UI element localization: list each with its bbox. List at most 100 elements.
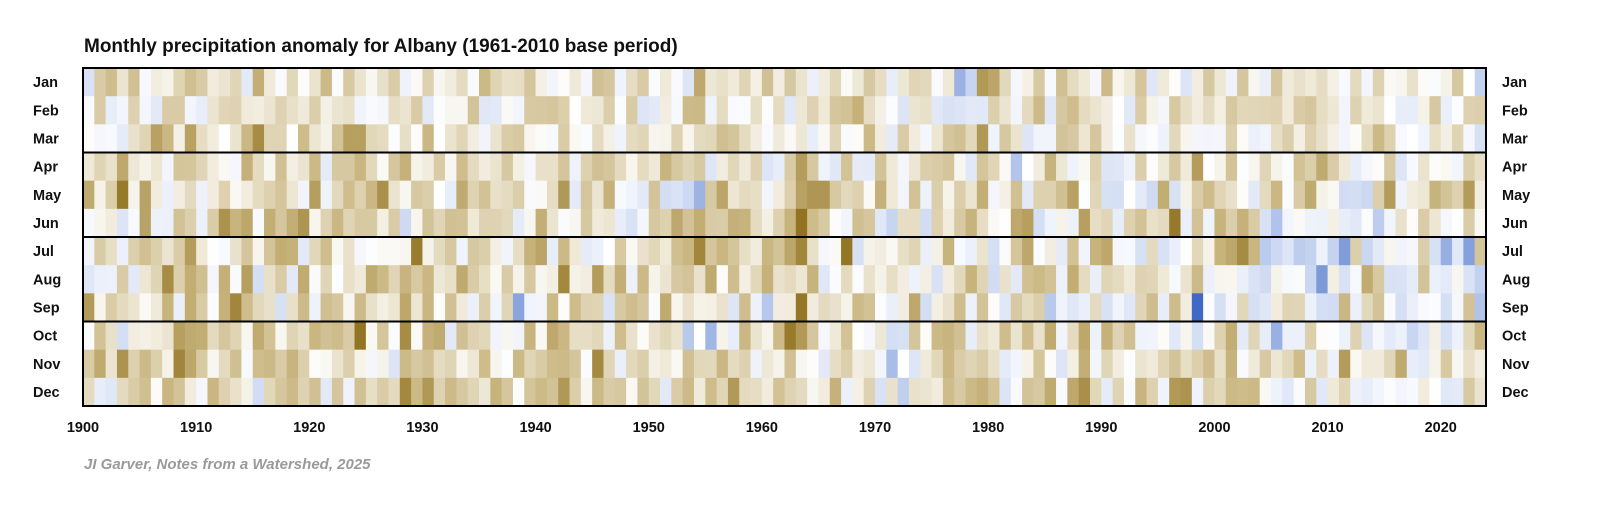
heatmap-cell-apr-1956 xyxy=(716,152,729,182)
heatmap-cell-aug-1943 xyxy=(569,265,582,294)
heatmap-cell-oct-2006 xyxy=(1282,321,1295,351)
heatmap-cell-oct-1908 xyxy=(173,321,186,351)
heatmap-cell-jun-1951 xyxy=(660,208,672,238)
heatmap-cell-jan-1920 xyxy=(309,68,321,97)
heatmap-cell-dec-1903 xyxy=(116,377,129,407)
heatmap-cell-oct-1928 xyxy=(399,321,412,351)
heatmap-cell-apr-2023 xyxy=(1474,152,1487,182)
heatmap-cell-feb-1940 xyxy=(535,96,548,125)
heatmap-cell-dec-1995 xyxy=(1157,377,1170,407)
heatmap-cell-apr-1960 xyxy=(761,152,774,182)
heatmap-cell-oct-1996 xyxy=(1169,321,1181,351)
heatmap-cell-nov-1967 xyxy=(841,349,853,379)
heatmap-cell-jan-1997 xyxy=(1180,68,1193,97)
heatmap-cell-may-1980 xyxy=(988,180,1000,210)
heatmap-cell-nov-2002 xyxy=(1237,349,1249,379)
heatmap-cell-oct-1969 xyxy=(863,321,876,351)
heatmap-cell-sep-1972 xyxy=(897,293,910,322)
heatmap-cell-aug-1977 xyxy=(954,265,966,294)
heatmap-cell-apr-1967 xyxy=(841,152,853,182)
heatmap-cell-may-1986 xyxy=(1056,180,1068,210)
heatmap-cell-aug-2010 xyxy=(1327,265,1340,294)
heatmap-cell-feb-1905 xyxy=(139,96,152,125)
heatmap-cell-jun-1941 xyxy=(546,208,559,238)
heatmap-cell-nov-2023 xyxy=(1474,349,1487,379)
heatmap-cell-oct-1946 xyxy=(603,321,616,351)
heatmap-cell-sep-1928 xyxy=(399,293,412,322)
heatmap-cell-oct-1986 xyxy=(1056,321,1068,351)
heatmap-cell-sep-1998 xyxy=(1191,293,1204,322)
heatmap-cell-oct-1948 xyxy=(626,321,638,351)
heatmap-cell-mar-1930 xyxy=(422,124,435,153)
heatmap-cell-aug-2002 xyxy=(1237,265,1249,294)
heatmap-cell-sep-1956 xyxy=(716,293,729,322)
heatmap-cell-sep-2004 xyxy=(1259,293,1272,322)
heatmap-cell-sep-1936 xyxy=(490,293,503,322)
heatmap-cell-jun-1906 xyxy=(150,208,163,238)
heatmap-cell-oct-1963 xyxy=(795,321,808,351)
heatmap-cell-may-1907 xyxy=(162,180,174,210)
heatmap-cell-feb-2007 xyxy=(1293,96,1306,125)
heatmap-cell-jun-1931 xyxy=(433,208,446,238)
heatmap-cell-feb-1943 xyxy=(569,96,582,125)
heatmap-cell-jan-1928 xyxy=(399,68,412,97)
heatmap-cell-apr-1935 xyxy=(479,152,491,182)
heatmap-cell-oct-1940 xyxy=(535,321,548,351)
heatmap-cell-jan-1953 xyxy=(682,68,695,97)
heatmap-cell-feb-1911 xyxy=(207,96,220,125)
heatmap-cell-jun-1976 xyxy=(942,208,955,238)
heatmap-cell-dec-1960 xyxy=(761,377,774,407)
heatmap-cell-jan-1947 xyxy=(614,68,627,97)
heatmap-cell-jan-1992 xyxy=(1123,68,1136,97)
heatmap-cell-may-1973 xyxy=(908,180,921,210)
heatmap-cell-sep-1949 xyxy=(637,293,650,322)
heatmap-cell-jan-1922 xyxy=(331,68,344,97)
heatmap-cell-jun-1920 xyxy=(309,208,321,238)
heatmap-cell-oct-1980 xyxy=(988,321,1000,351)
heatmap-cell-may-1968 xyxy=(852,180,865,210)
heatmap-cell-feb-1989 xyxy=(1089,96,1102,125)
heatmap-cell-nov-1955 xyxy=(705,349,718,379)
heatmap-cell-dec-2016 xyxy=(1395,377,1408,407)
heatmap-cell-sep-1915 xyxy=(252,293,265,322)
heatmap-cell-feb-1990 xyxy=(1101,96,1114,125)
heatmap-cell-mar-1994 xyxy=(1146,124,1159,153)
heatmap-cell-jul-1973 xyxy=(908,237,921,266)
heatmap-cell-oct-1970 xyxy=(875,321,887,351)
heatmap-cell-jan-1990 xyxy=(1101,68,1114,97)
heatmap-cell-may-1908 xyxy=(173,180,186,210)
heatmap-cell-sep-1958 xyxy=(739,293,751,322)
heatmap-cell-apr-1947 xyxy=(614,152,627,182)
heatmap-cell-oct-1959 xyxy=(750,321,763,351)
heatmap-cell-dec-1990 xyxy=(1101,377,1114,407)
heatmap-cell-jul-2015 xyxy=(1384,237,1396,266)
heatmap-cell-dec-1967 xyxy=(841,377,853,407)
heatmap-cell-mar-1932 xyxy=(445,124,457,153)
heatmap-cell-jul-1941 xyxy=(546,237,559,266)
heatmap-cell-feb-1913 xyxy=(230,96,242,125)
heatmap-cell-sep-1954 xyxy=(693,293,706,322)
heatmap-cell-mar-2021 xyxy=(1452,124,1464,153)
heatmap-cell-jul-1910 xyxy=(196,237,208,266)
heatmap-cell-sep-2022 xyxy=(1463,293,1476,322)
heatmap-cell-may-1966 xyxy=(829,180,842,210)
heatmap-cell-oct-1901 xyxy=(94,321,107,351)
heatmap-cell-sep-2021 xyxy=(1452,293,1464,322)
heatmap-cell-jul-1907 xyxy=(162,237,174,266)
heatmap-cell-aug-1904 xyxy=(128,265,140,294)
heatmap-cell-aug-1930 xyxy=(422,265,435,294)
heatmap-cell-oct-1949 xyxy=(637,321,650,351)
heatmap-cell-apr-1988 xyxy=(1078,152,1091,182)
heatmap-cell-dec-1972 xyxy=(897,377,910,407)
heatmap-cell-jun-1996 xyxy=(1169,208,1181,238)
heatmap-cell-may-1928 xyxy=(399,180,412,210)
heatmap-cell-dec-1943 xyxy=(569,377,582,407)
heatmap-cell-jan-1905 xyxy=(139,68,152,97)
heatmap-cell-aug-1990 xyxy=(1101,265,1114,294)
heatmap-cell-dec-1916 xyxy=(264,377,276,407)
heatmap-cell-nov-2019 xyxy=(1429,349,1442,379)
heatmap-cell-may-1926 xyxy=(377,180,389,210)
x-tick-label-2020: 2020 xyxy=(1425,420,1457,436)
heatmap-cell-oct-1941 xyxy=(546,321,559,351)
heatmap-cell-oct-2016 xyxy=(1395,321,1408,351)
